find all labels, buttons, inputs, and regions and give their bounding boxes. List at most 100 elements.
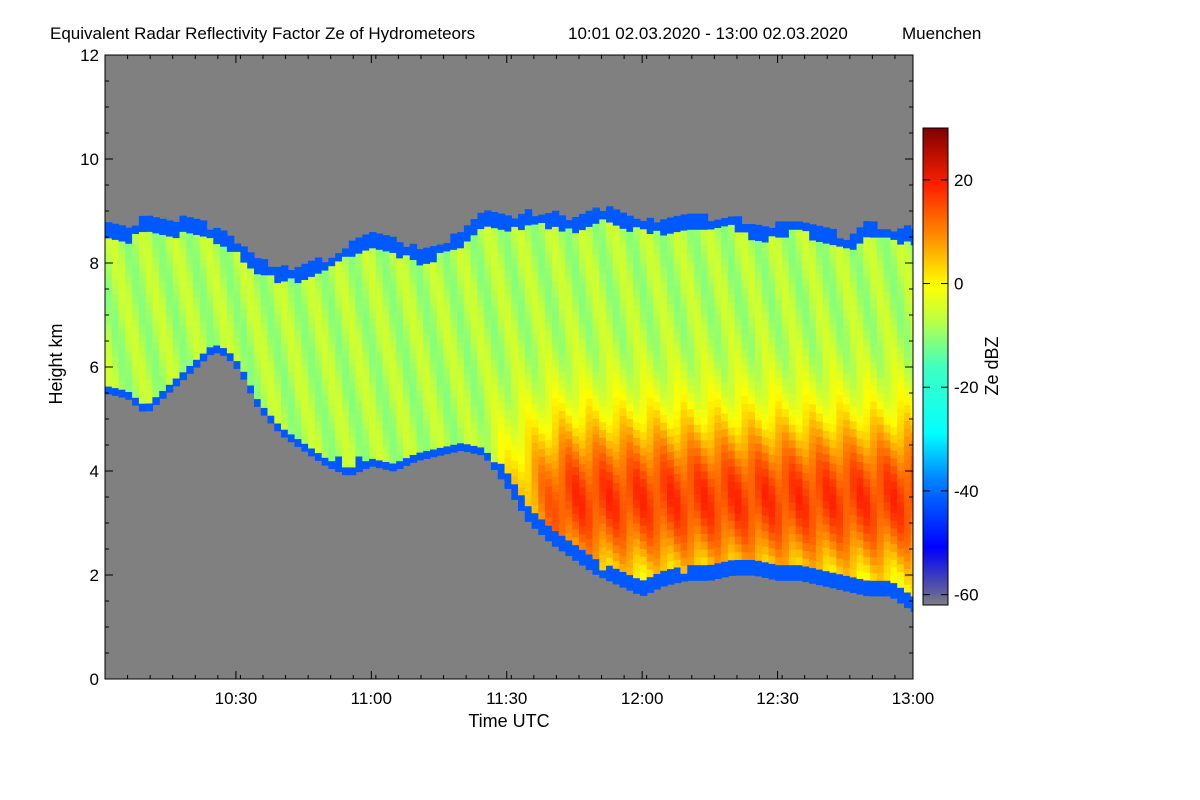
- reflectivity-cell: [876, 299, 885, 308]
- reflectivity-cell: [260, 407, 269, 416]
- reflectivity-cell: [470, 398, 478, 407]
- reflectivity-cell: [606, 549, 614, 558]
- reflectivity-cell: [585, 280, 594, 290]
- reflectivity-cell: [795, 369, 803, 378]
- reflectivity-cell: [477, 290, 485, 300]
- reflectivity-cell: [734, 442, 743, 451]
- reflectivity-cell: [193, 351, 201, 360]
- reflectivity-cell: [673, 293, 682, 303]
- reflectivity-cell: [741, 551, 749, 560]
- reflectivity-cell: [667, 576, 675, 585]
- reflectivity-cell: [308, 323, 316, 332]
- reflectivity-cell: [612, 303, 621, 312]
- reflectivity-cell: [788, 439, 797, 449]
- reflectivity-cell: [558, 340, 567, 349]
- reflectivity-cell: [565, 399, 573, 408]
- reflectivity-cell: [633, 437, 641, 446]
- reflectivity-cell: [904, 233, 912, 242]
- reflectivity-cell: [565, 376, 573, 385]
- reflectivity-cell: [355, 276, 363, 285]
- reflectivity-cell: [558, 254, 567, 263]
- reflectivity-cell: [802, 277, 810, 286]
- reflectivity-cell: [531, 364, 539, 373]
- reflectivity-cell: [626, 535, 634, 544]
- reflectivity-cell: [904, 560, 912, 570]
- reflectivity-cell: [619, 548, 627, 557]
- reflectivity-cell: [843, 583, 851, 592]
- reflectivity-cell: [856, 547, 864, 556]
- reflectivity-cell: [409, 438, 418, 448]
- reflectivity-cell: [910, 549, 913, 558]
- reflectivity-cell: [849, 436, 858, 445]
- reflectivity-cell: [700, 564, 709, 573]
- reflectivity-cell: [375, 444, 384, 453]
- reflectivity-cell: [409, 384, 418, 393]
- reflectivity-cell: [484, 350, 492, 360]
- reflectivity-cell: [667, 256, 675, 265]
- reflectivity-cell: [321, 324, 330, 333]
- reflectivity-cell: [836, 285, 844, 294]
- reflectivity-cell: [815, 576, 824, 586]
- reflectivity-cell: [849, 537, 858, 547]
- reflectivity-cell: [477, 423, 485, 432]
- reflectivity-cell: [111, 317, 120, 326]
- reflectivity-cell: [680, 471, 688, 481]
- reflectivity-cell: [626, 262, 634, 271]
- reflectivity-cell: [281, 319, 289, 329]
- reflectivity-cell: [863, 314, 871, 324]
- reflectivity-cell: [795, 455, 803, 464]
- reflectivity-cell: [274, 383, 282, 393]
- reflectivity-cell: [233, 344, 241, 354]
- reflectivity-cell: [876, 315, 885, 324]
- reflectivity-cell: [579, 330, 587, 340]
- reflectivity-cell: [755, 232, 763, 241]
- reflectivity-cell: [497, 221, 506, 230]
- reflectivity-cell: [639, 283, 648, 292]
- reflectivity-cell: [213, 243, 221, 252]
- reflectivity-cell: [518, 276, 526, 285]
- reflectivity-cell: [795, 572, 803, 581]
- reflectivity-cell: [375, 420, 384, 430]
- reflectivity-cell: [863, 228, 871, 238]
- reflectivity-cell: [362, 320, 370, 329]
- reflectivity-cell: [795, 229, 803, 238]
- reflectivity-cell: [511, 280, 519, 290]
- reflectivity-cell: [138, 231, 147, 240]
- reflectivity-cell: [815, 335, 824, 344]
- reflectivity-cell: [829, 392, 837, 402]
- reflectivity-cell: [727, 216, 736, 225]
- reflectivity-cell: [707, 236, 715, 246]
- reflectivity-cell: [815, 452, 824, 461]
- reflectivity-cell: [409, 290, 418, 299]
- reflectivity-cell: [281, 335, 289, 344]
- reflectivity-cell: [619, 236, 627, 245]
- reflectivity-cell: [443, 313, 451, 322]
- reflectivity-cell: [788, 572, 797, 581]
- reflectivity-cell: [226, 290, 235, 299]
- reflectivity-cell: [558, 426, 567, 435]
- reflectivity-cell: [294, 329, 302, 338]
- reflectivity-cell: [822, 500, 831, 509]
- reflectivity-cell: [558, 496, 567, 505]
- reflectivity-cell: [565, 337, 573, 346]
- reflectivity-cell: [592, 207, 600, 216]
- reflectivity-cell: [355, 409, 363, 418]
- reflectivity-cell: [450, 397, 458, 406]
- reflectivity-cell: [321, 402, 330, 411]
- reflectivity-cell: [335, 253, 343, 262]
- reflectivity-cell: [802, 433, 810, 442]
- reflectivity-cell: [700, 244, 709, 254]
- reflectivity-cell: [870, 408, 878, 417]
- reflectivity-cell: [111, 247, 120, 256]
- reflectivity-cell: [396, 296, 404, 306]
- reflectivity-cell: [856, 461, 864, 470]
- reflectivity-cell: [768, 259, 776, 268]
- reflectivity-cell: [314, 280, 323, 290]
- reflectivity-cell: [849, 553, 858, 562]
- reflectivity-cell: [836, 448, 844, 458]
- reflectivity-cell: [490, 321, 499, 330]
- reflectivity-cell: [551, 312, 560, 321]
- reflectivity-cell: [572, 373, 580, 382]
- reflectivity-cell: [165, 329, 174, 338]
- reflectivity-cell: [809, 302, 817, 311]
